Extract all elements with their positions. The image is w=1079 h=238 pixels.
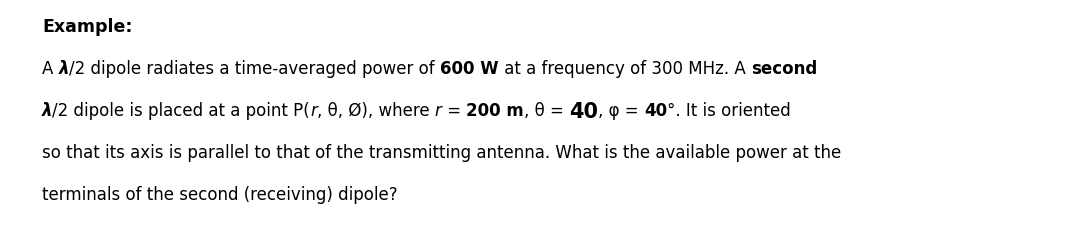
Text: =: = <box>441 102 466 120</box>
Text: Example:: Example: <box>42 18 133 36</box>
Text: , θ, Ø), where: , θ, Ø), where <box>317 102 435 120</box>
Text: at a frequency of 300 MHz. A: at a frequency of 300 MHz. A <box>498 60 751 78</box>
Text: 200 m: 200 m <box>466 102 524 120</box>
Text: so that its axis is parallel to that of the transmitting antenna. What is the av: so that its axis is parallel to that of … <box>42 144 842 162</box>
Text: r: r <box>310 102 317 120</box>
Text: λ: λ <box>42 102 53 120</box>
Text: 40: 40 <box>569 102 598 122</box>
Text: terminals of the second (receiving) dipole?: terminals of the second (receiving) dipo… <box>42 186 398 204</box>
Text: /2 dipole radiates a time-averaged power of: /2 dipole radiates a time-averaged power… <box>69 60 440 78</box>
Text: °. It is oriented: °. It is oriented <box>667 102 791 120</box>
Text: r: r <box>435 102 441 120</box>
Text: , φ =: , φ = <box>598 102 644 120</box>
Text: A: A <box>42 60 58 78</box>
Text: second: second <box>751 60 817 78</box>
Text: 600 W: 600 W <box>440 60 498 78</box>
Text: λ: λ <box>58 60 69 78</box>
Text: 40: 40 <box>644 102 667 120</box>
Text: , θ =: , θ = <box>524 102 569 120</box>
Text: /2 dipole is placed at a point P(: /2 dipole is placed at a point P( <box>53 102 310 120</box>
